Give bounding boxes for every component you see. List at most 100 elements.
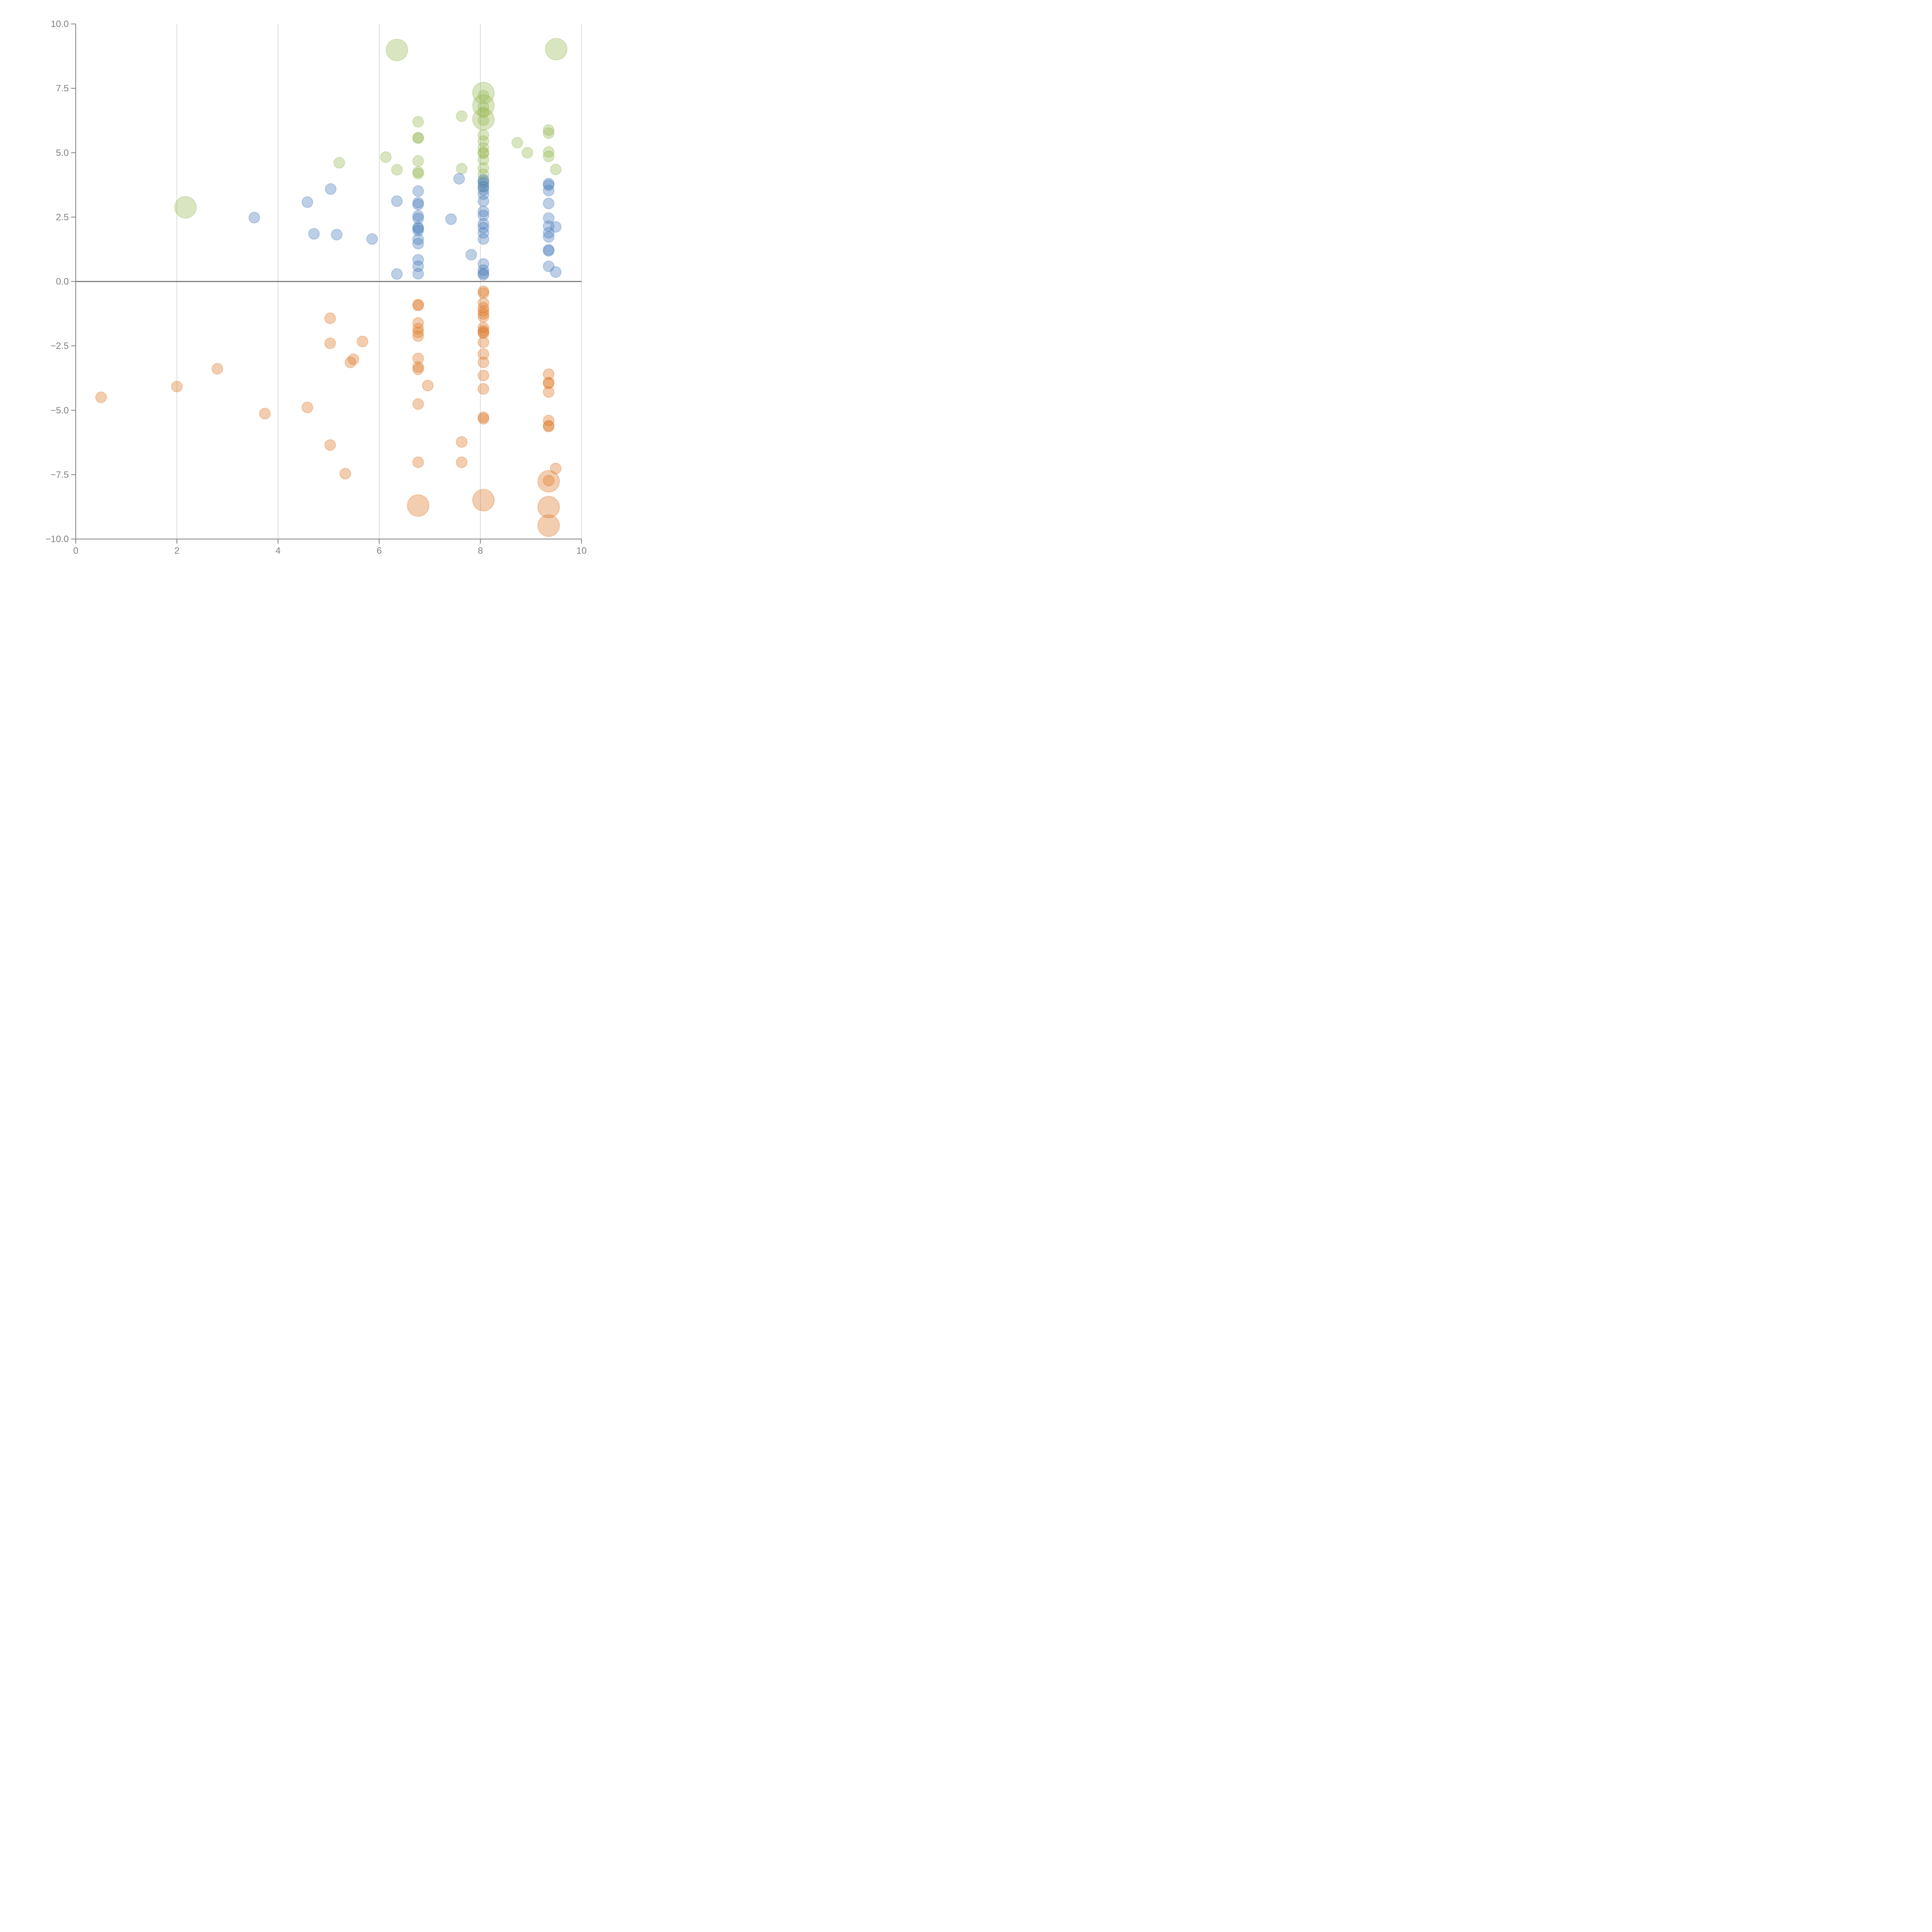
bubble-orange-34	[478, 311, 490, 323]
bubble-orange-39	[478, 336, 490, 348]
bubble-green-24	[478, 147, 490, 159]
bubble-orange-40	[478, 348, 490, 360]
bubble-blue-45	[543, 197, 554, 209]
bubble-orange-52	[543, 420, 554, 432]
bubble-blue-12	[550, 266, 562, 278]
bubble-blue-43	[543, 179, 554, 191]
bubble-green-16	[478, 90, 490, 102]
bubble-orange-43	[478, 383, 490, 395]
bubble-blue-4	[331, 229, 343, 241]
bubble-orange-18	[412, 317, 424, 329]
bubble-blue-49	[543, 231, 554, 243]
bubble-green-10	[412, 168, 424, 180]
bubble-orange-37	[478, 326, 490, 338]
bubble-green-12	[456, 163, 468, 175]
bubble-green-26	[478, 162, 490, 174]
bubble-orange-32	[478, 305, 490, 317]
bubble-blue-39	[478, 264, 490, 276]
bubble-orange-3	[259, 408, 271, 420]
bubble-green-9	[412, 166, 424, 178]
bubble-orange-20	[412, 326, 424, 338]
bubble-orange-26	[412, 456, 424, 468]
bubble-orange-15	[550, 463, 562, 474]
bubble-orange-19	[412, 323, 424, 335]
bubble-orange-29	[478, 287, 490, 299]
bubble-blue-11	[550, 221, 562, 233]
x-tick-label-0: 0	[73, 546, 78, 556]
bubble-green-11	[456, 110, 468, 122]
tick-labels: 10.0 7.5 5.0 2.5 0.0 −2.5 −5.0 −7.5 −10.0 0 2 4 6 8 10	[45, 19, 587, 556]
bubble-green-14	[472, 94, 495, 117]
bubble-green-30	[511, 137, 523, 149]
bubble-blue-18	[412, 221, 424, 233]
bubble-blue-20	[412, 224, 424, 236]
bubble-blue-10	[465, 249, 477, 261]
bubble-green-7	[412, 132, 424, 144]
bubble-blue-19	[412, 223, 424, 235]
bubble-blue-25	[412, 268, 424, 280]
bubble-orange-56	[537, 496, 560, 519]
bubble-green-5	[412, 116, 424, 128]
bubble-orange-41	[478, 356, 490, 368]
bubble-blue-0	[248, 212, 260, 224]
bubble-green-35	[543, 150, 554, 162]
bubble-green-23	[478, 146, 490, 158]
y-tick-label-8: −10.0	[45, 534, 69, 544]
bubble-orange-7	[324, 439, 336, 451]
bubble-orange-53	[543, 420, 554, 432]
bubble-orange-45	[478, 413, 490, 425]
bubble-green-28	[478, 175, 490, 187]
bubble-green-15	[472, 108, 495, 131]
bubble-blue-31	[478, 195, 490, 207]
x-tick-label-2: 4	[276, 546, 281, 556]
y-tick-label-3: 2.5	[56, 212, 69, 223]
bubble-blue-5	[366, 233, 378, 245]
bubble-green-25	[478, 154, 490, 166]
bubble-blue-14	[412, 197, 424, 209]
bubble-orange-23	[412, 361, 424, 373]
bubble-green-37	[545, 38, 568, 61]
bubble-orange-55	[537, 470, 560, 493]
bubble-orange-28	[478, 285, 490, 297]
bubble-orange-57	[537, 514, 560, 537]
bubble-blue-6	[391, 195, 403, 207]
bubble-orange-49	[543, 378, 554, 389]
bubble-orange-0	[95, 391, 107, 403]
bubble-blue-52	[543, 260, 554, 272]
series-orange	[95, 285, 562, 537]
bubble-orange-50	[543, 386, 554, 398]
bubble-orange-13	[456, 436, 468, 448]
bubble-orange-11	[339, 468, 351, 480]
bubble-orange-48	[543, 376, 554, 388]
bubble-orange-21	[412, 330, 424, 342]
bubble-blue-32	[478, 206, 490, 218]
bubble-green-29	[478, 180, 490, 192]
bubble-blue-2	[325, 183, 337, 195]
y-tick-label-6: −5.0	[51, 405, 69, 416]
x-tick-label-5: 10	[577, 546, 587, 556]
x-tick-label-4: 8	[478, 546, 483, 556]
bubble-orange-46	[472, 489, 495, 512]
bubble-blue-7	[391, 268, 403, 280]
bubble-blue-51	[543, 245, 554, 257]
axes	[71, 24, 582, 544]
bubble-orange-27	[407, 494, 430, 517]
bubble-green-4	[386, 39, 408, 61]
bubble-orange-6	[324, 337, 336, 349]
bubble-blue-26	[478, 174, 490, 186]
bubble-orange-44	[478, 411, 490, 423]
bubble-blue-48	[543, 227, 554, 239]
bubble-blue-40	[478, 267, 490, 279]
bubble-green-33	[543, 127, 554, 139]
bubbles	[95, 38, 568, 537]
bubble-blue-22	[412, 238, 424, 250]
bubble-blue-28	[478, 181, 490, 193]
bubble-orange-2	[211, 363, 223, 375]
bubble-orange-12	[422, 379, 434, 391]
bubble-blue-29	[478, 184, 490, 196]
bubble-orange-22	[412, 352, 424, 364]
bubble-blue-42	[543, 178, 554, 190]
bubble-blue-41	[478, 269, 490, 281]
bubble-blue-27	[478, 177, 490, 189]
bubble-blue-17	[412, 213, 424, 224]
